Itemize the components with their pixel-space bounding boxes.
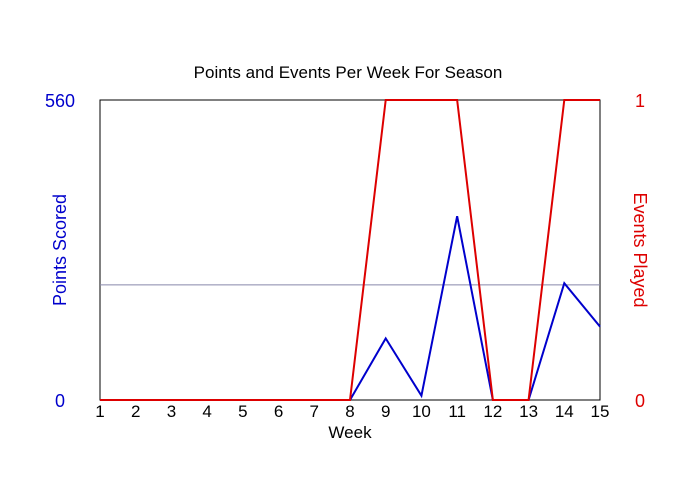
x-tick-label: 12 (483, 402, 502, 421)
y-axis-right-label: Events Played (630, 192, 650, 307)
left-tick-top: 560 (45, 91, 75, 111)
x-tick-label: 10 (412, 402, 431, 421)
series-group (100, 99, 601, 401)
x-tick-label: 8 (345, 402, 354, 421)
x-tick-label: 13 (519, 402, 538, 421)
left-tick-bottom: 0 (55, 391, 65, 411)
right-tick-top: 1 (635, 91, 645, 111)
x-tick-label: 5 (238, 402, 247, 421)
y-axis-left-label: Points Scored (50, 194, 70, 306)
chart-title: Points and Events Per Week For Season (194, 63, 503, 82)
x-axis-label: Week (328, 423, 372, 442)
x-tick-label: 11 (448, 402, 466, 421)
x-tick-label: 14 (555, 402, 574, 421)
x-tick-label: 9 (381, 402, 390, 421)
x-tick-label: 7 (310, 402, 319, 421)
x-tick-label: 2 (131, 402, 140, 421)
x-tick-label: 6 (274, 402, 283, 421)
x-axis-ticks: 1 2 3 4 5 6 7 8 9 10 11 12 13 14 15 (95, 402, 609, 421)
x-tick-label: 3 (167, 402, 176, 421)
right-tick-bottom: 0 (635, 391, 645, 411)
events-played-line (100, 99, 600, 401)
x-tick-label: 4 (202, 402, 211, 421)
x-tick-label: 15 (591, 402, 610, 421)
x-tick-label: 1 (95, 402, 104, 421)
